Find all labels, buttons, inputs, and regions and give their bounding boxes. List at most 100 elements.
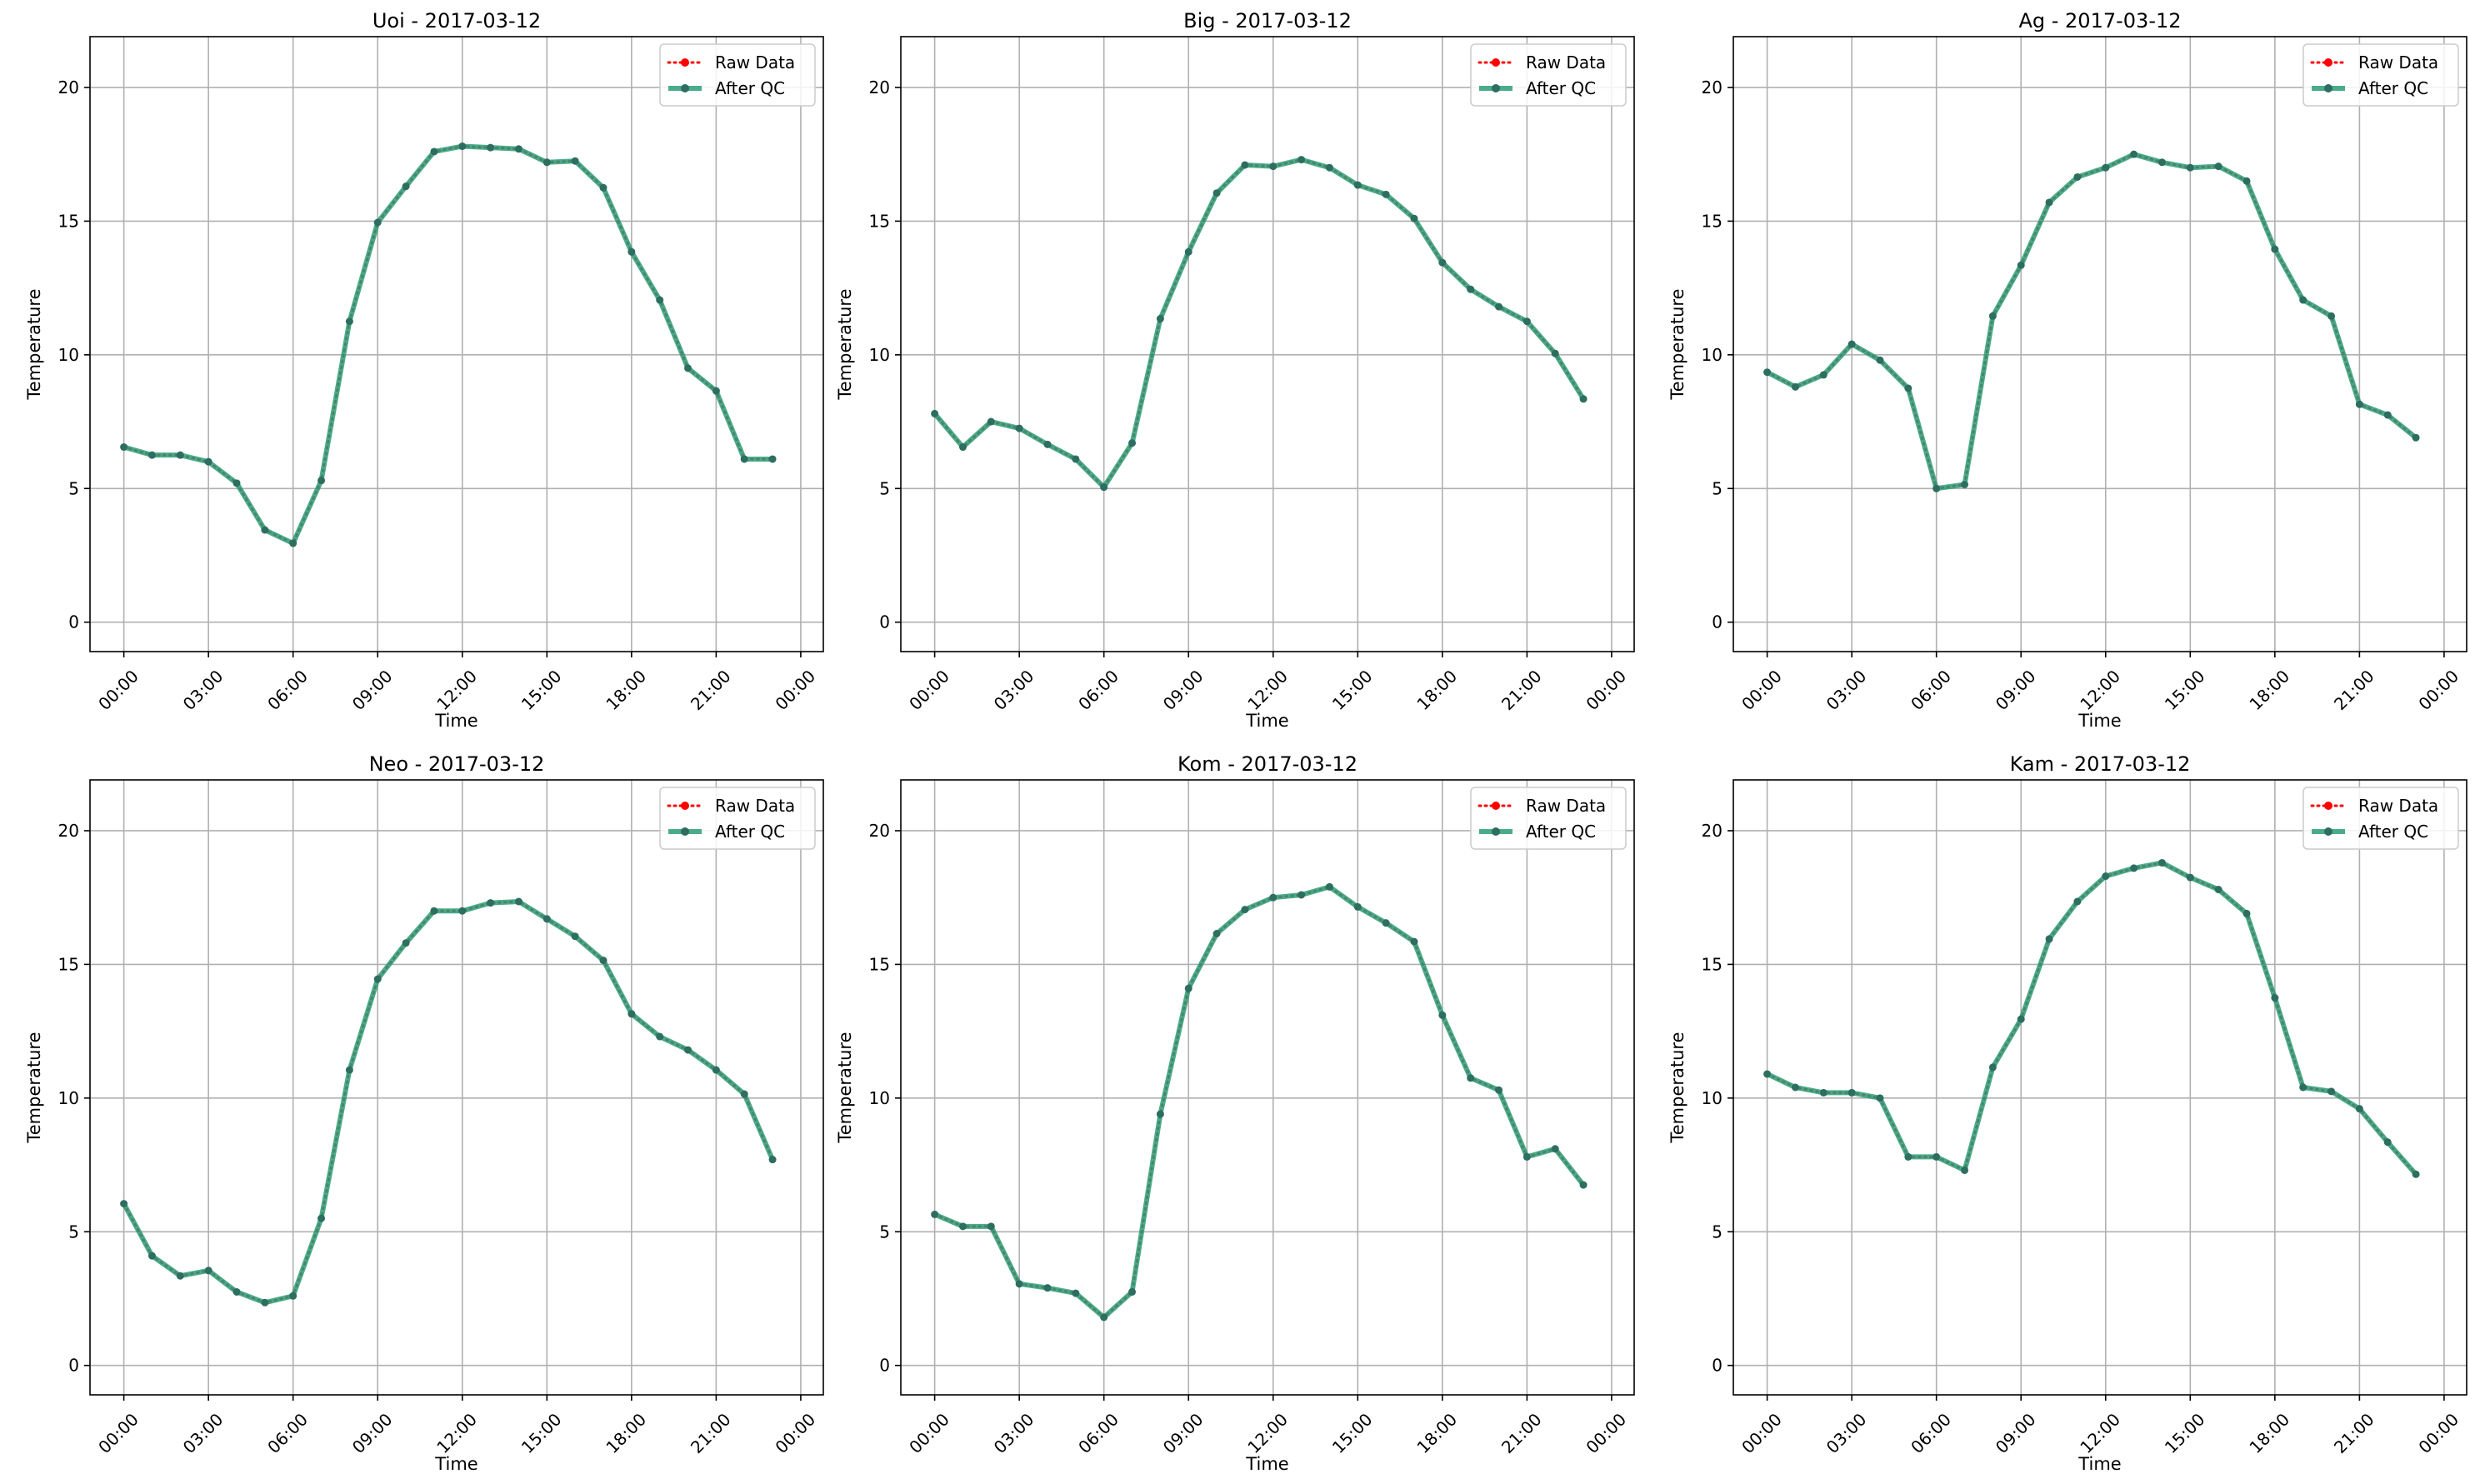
y-tick-label: 10 <box>1702 1088 1722 1108</box>
after-qc-point <box>1961 1166 1969 1174</box>
after-qc-point <box>345 317 353 326</box>
after-qc-point <box>1043 440 1052 448</box>
axes-frame <box>1732 36 2468 652</box>
x-tick-label: 15:00 <box>518 666 566 714</box>
x-axis-label: Time <box>434 1454 478 1474</box>
x-tick-label: 06:00 <box>1074 1409 1122 1457</box>
after-qc-line <box>121 898 775 1306</box>
y-tick-label: 5 <box>1712 1222 1722 1242</box>
after-qc-point <box>148 1252 156 1260</box>
after-qc-point <box>1325 163 1333 172</box>
after-qc-point <box>599 183 608 192</box>
legend-raw-label: Raw Data <box>2358 52 2438 72</box>
subplot-title: Big - 2017-03-12 <box>1183 9 1352 32</box>
x-tick-label: 15:00 <box>518 1409 566 1457</box>
y-tick-label: 10 <box>58 345 79 365</box>
after-qc-point <box>599 957 608 965</box>
legend-qc-marker <box>2324 827 2332 836</box>
after-qc-point <box>1961 480 1969 488</box>
after-qc-point <box>1579 1181 1588 1189</box>
after-qc-point <box>1353 902 1362 911</box>
after-qc-point <box>176 451 184 459</box>
after-qc-point <box>204 457 212 466</box>
y-tick-label: 15 <box>1702 211 1722 231</box>
x-tick-label: 00:00 <box>1582 666 1630 714</box>
after-qc-point <box>1551 1145 1559 1153</box>
after-qc-point <box>1876 1094 1884 1102</box>
legend-qc-label: After QC <box>2358 78 2428 98</box>
y-tick-label: 15 <box>58 954 79 974</box>
after-qc-point <box>542 158 551 167</box>
after-qc-point <box>1410 937 1418 946</box>
after-qc-point <box>261 1298 269 1307</box>
after-qc-point <box>712 387 720 395</box>
after-qc-point <box>542 915 551 923</box>
x-tick-label: 03:00 <box>179 666 228 714</box>
subplot-title: Ag - 2017-03-12 <box>2018 9 2181 32</box>
legend: Raw Data After QC <box>1470 43 1627 107</box>
after-qc-point <box>684 364 692 372</box>
y-tick-label: 15 <box>869 211 890 231</box>
legend: Raw Data After QC <box>2302 787 2459 850</box>
legend-qc-label: After QC <box>715 78 785 98</box>
x-tick-label: 12:00 <box>2076 1409 2124 1457</box>
after-qc-point <box>958 1222 967 1231</box>
x-tick-label: 00:00 <box>771 666 819 714</box>
legend-raw-marker <box>681 802 689 810</box>
after-qc-point <box>261 526 269 534</box>
after-qc-point <box>1410 214 1418 222</box>
after-qc-point <box>2242 909 2251 917</box>
after-qc-point <box>1932 484 1941 492</box>
after-qc-point <box>2355 1105 2363 1113</box>
y-tick-label: 20 <box>58 77 79 97</box>
x-tick-label: 15:00 <box>1328 1409 1377 1457</box>
after-qc-point <box>1241 161 1249 169</box>
x-tick-label: 21:00 <box>1498 666 1546 714</box>
x-tick-label: 09:00 <box>348 666 397 714</box>
after-qc-point <box>1791 382 1799 391</box>
after-qc-point <box>1763 368 1772 377</box>
legend-qc-marker <box>1492 827 1500 836</box>
after-qc-point <box>514 145 522 153</box>
y-axis-label: Temperature <box>24 288 44 400</box>
y-tick-label: 15 <box>58 211 79 231</box>
subplot-6: 00:00 03:00 06:00 09:00 12:00 15:00 18:00 21:00… <box>1668 752 2468 1474</box>
subplot-1: 00:00 03:00 06:00 09:00 12:00 15:00 18:00 21:00… <box>24 9 824 731</box>
after-qc-point <box>1100 483 1108 492</box>
after-qc-point <box>628 1010 636 1018</box>
axes-frame <box>1732 779 2468 1396</box>
after-qc-point <box>931 409 939 417</box>
legend-qc-label: After QC <box>2358 822 2428 842</box>
axes-frame <box>900 36 1635 652</box>
after-qc-point <box>1876 356 1884 364</box>
x-tick-label: 12:00 <box>432 1409 481 1457</box>
axes-frame <box>89 779 824 1396</box>
x-tick-label: 06:00 <box>1907 1409 1955 1457</box>
after-qc-line <box>1766 860 2418 1177</box>
after-qc-point <box>148 451 156 459</box>
y-axis-label: Temperature <box>835 288 855 400</box>
after-qc-point <box>1988 312 1997 320</box>
after-qc-point <box>2073 172 2082 181</box>
after-qc-point <box>402 939 410 947</box>
after-qc-point <box>1382 919 1390 927</box>
after-qc-point <box>712 1066 720 1074</box>
after-qc-point <box>2271 245 2279 253</box>
x-tick-label: 06:00 <box>1907 666 1955 714</box>
after-qc-point <box>2017 1015 2025 1023</box>
x-tick-label: 03:00 <box>1822 1409 1871 1457</box>
x-tick-label: 18:00 <box>2245 666 2293 714</box>
legend: Raw Data After QC <box>2302 43 2459 107</box>
x-tick-label: 00:00 <box>1582 1409 1630 1457</box>
x-tick-label: 09:00 <box>1992 1409 2040 1457</box>
after-qc-point <box>345 1066 353 1074</box>
after-qc-point <box>1269 162 1278 171</box>
after-qc-point <box>318 1214 326 1222</box>
y-tick-label: 5 <box>879 478 890 498</box>
x-tick-label: 15:00 <box>2161 1409 2209 1457</box>
legend-raw-marker <box>1492 802 1500 810</box>
after-qc-point <box>514 897 522 906</box>
after-qc-point <box>458 142 467 151</box>
legend-raw-marker <box>2324 802 2332 810</box>
